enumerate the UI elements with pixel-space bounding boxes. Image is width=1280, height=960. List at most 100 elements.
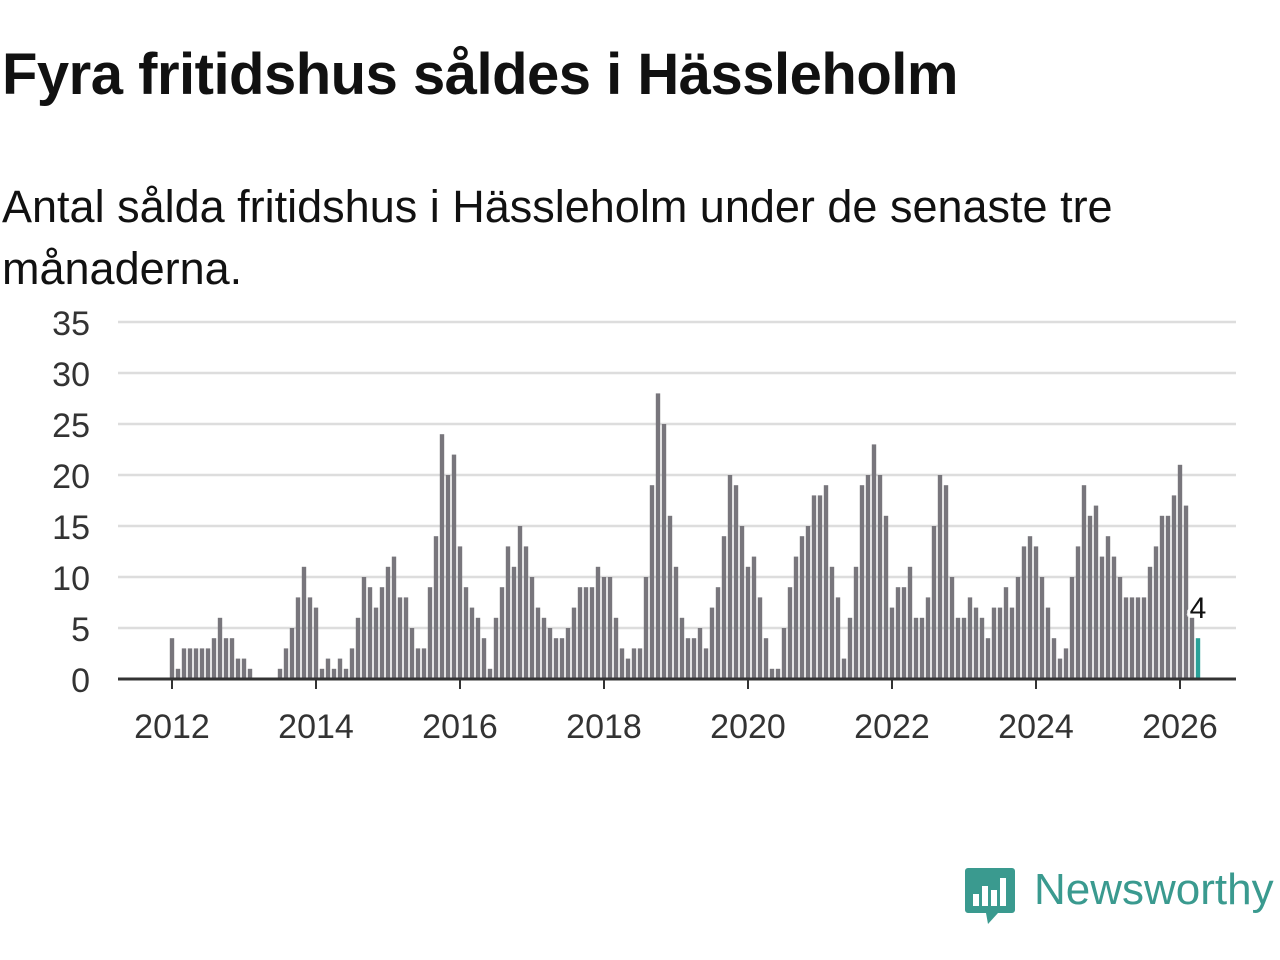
bar [505, 546, 511, 679]
bar [913, 617, 919, 679]
bar [721, 536, 727, 679]
bar [1183, 505, 1189, 679]
bar [409, 628, 415, 679]
bar [1105, 536, 1111, 679]
bar [547, 628, 553, 679]
x-tick-label: 2018 [566, 708, 642, 746]
bar [805, 526, 811, 679]
highlight-value-label: 4 [1190, 592, 1207, 625]
y-tick-label: 35 [52, 305, 90, 343]
bar [865, 475, 871, 679]
bar [379, 587, 385, 679]
bar [751, 556, 757, 679]
x-tick-label: 2016 [422, 708, 498, 746]
bar [175, 668, 181, 679]
y-tick-label: 20 [52, 458, 90, 496]
bar [835, 597, 841, 679]
bar [1153, 546, 1159, 679]
bar [565, 628, 571, 679]
bar [481, 638, 487, 679]
bar [361, 577, 367, 679]
bar [439, 434, 445, 679]
bar [445, 475, 451, 679]
bar [973, 607, 979, 679]
bar [1033, 546, 1039, 679]
bar [367, 587, 373, 679]
bar [889, 607, 895, 679]
bar [601, 577, 607, 679]
bar [337, 658, 343, 679]
bar [211, 638, 217, 679]
bar [343, 668, 349, 679]
y-tick-label: 10 [52, 560, 90, 598]
bar [1075, 546, 1081, 679]
bar [403, 597, 409, 679]
bar [1015, 577, 1021, 679]
bar [1021, 546, 1027, 679]
bar [637, 648, 643, 679]
bar [205, 648, 211, 679]
chart-title: Fyra fritidshus såldes i Hässleholm [2, 42, 958, 107]
bar [709, 607, 715, 679]
bar [871, 444, 877, 679]
bar [331, 668, 337, 679]
bar [199, 648, 205, 679]
bar [523, 546, 529, 679]
bar [1063, 648, 1069, 679]
bar [193, 648, 199, 679]
x-tick-label: 2014 [278, 708, 354, 746]
bar [1069, 577, 1075, 679]
bar [571, 607, 577, 679]
bar [661, 424, 667, 679]
bar [577, 587, 583, 679]
bar [475, 617, 481, 679]
bar [967, 597, 973, 679]
bar [247, 668, 253, 679]
bar [1045, 607, 1051, 679]
bar [781, 628, 787, 679]
bar [877, 475, 883, 679]
bar [229, 638, 235, 679]
brand-name: Newsworthy [1034, 865, 1274, 914]
bar [1177, 464, 1183, 679]
bar [613, 617, 619, 679]
bar [511, 566, 517, 679]
bar [937, 475, 943, 679]
bar [1093, 505, 1099, 679]
bar [1147, 566, 1153, 679]
bar [325, 658, 331, 679]
chart-subtitle: Antal sålda fritidshus i Hässleholm unde… [2, 181, 1113, 294]
bar [355, 617, 361, 679]
bar [421, 648, 427, 679]
bar [493, 617, 499, 679]
bar [301, 566, 307, 679]
bar [169, 638, 175, 679]
bar [1159, 515, 1165, 679]
x-tick-label: 2022 [854, 708, 930, 746]
y-tick-label: 15 [52, 509, 90, 547]
bar [745, 566, 751, 679]
bar [643, 577, 649, 679]
bar [817, 495, 823, 679]
bar [469, 607, 475, 679]
bar [427, 587, 433, 679]
bar [859, 485, 865, 679]
bar [1165, 515, 1171, 679]
bar [1135, 597, 1141, 679]
bar [595, 566, 601, 679]
bar [655, 393, 661, 679]
bar [841, 658, 847, 679]
bar [985, 638, 991, 679]
bar [463, 587, 469, 679]
bar [733, 485, 739, 679]
bar [433, 536, 439, 679]
bar [1099, 556, 1105, 679]
bar [319, 668, 325, 679]
bar [763, 638, 769, 679]
y-tick-label: 25 [52, 407, 90, 445]
y-tick-label: 5 [71, 611, 90, 649]
bar [1141, 597, 1147, 679]
newsworthy-logo[interactable]: Newsworthy [964, 864, 1276, 928]
bar [895, 587, 901, 679]
bar [787, 587, 793, 679]
